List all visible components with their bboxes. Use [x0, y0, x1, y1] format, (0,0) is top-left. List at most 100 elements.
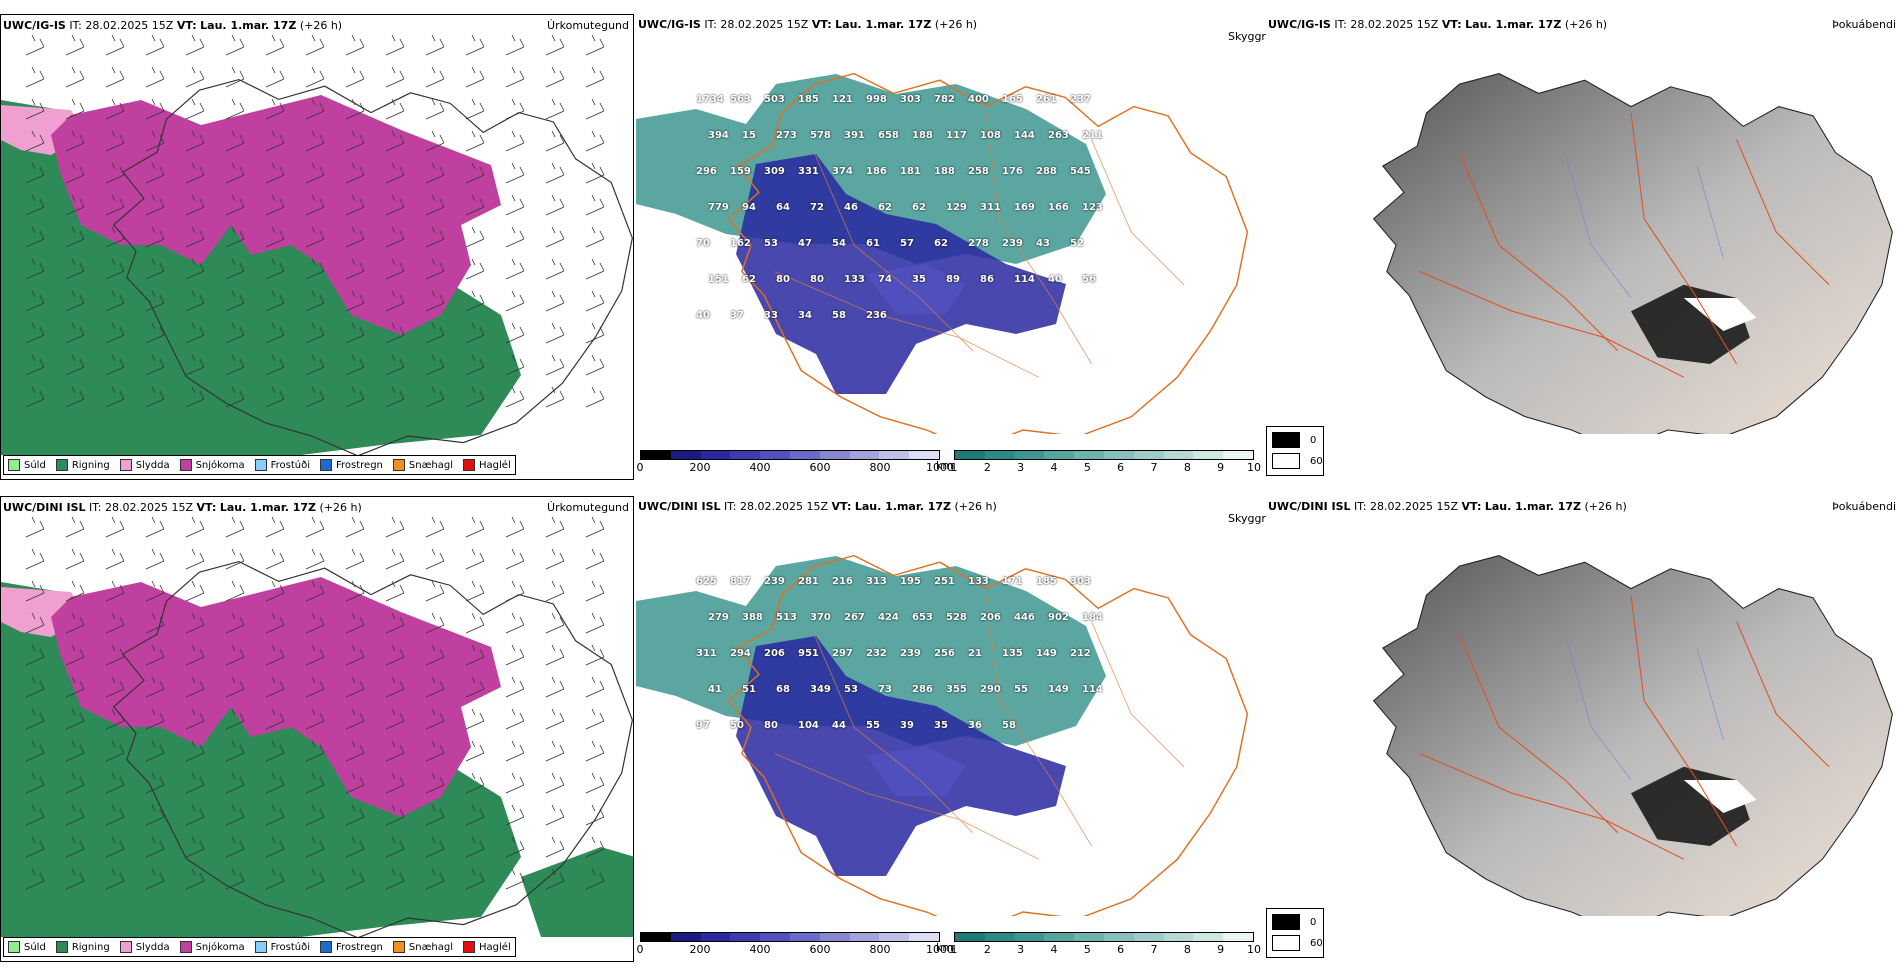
ceiling-value-label: 211	[1082, 130, 1103, 141]
wind-barb	[345, 516, 365, 538]
wind-barb	[65, 386, 85, 408]
wind-barb	[425, 836, 445, 858]
ceiling-value-label: 36	[968, 720, 982, 731]
wind-barb	[305, 258, 325, 280]
ceiling-value-label: 40	[696, 310, 710, 321]
wind-barb	[25, 676, 45, 698]
colorbar-tick-label: 4	[1050, 461, 1058, 474]
ceiling-value-label: 653	[912, 612, 933, 623]
wind-barb	[225, 644, 245, 666]
ceiling-value-label: 55	[866, 720, 880, 731]
colorbar-tick-label: 0	[636, 461, 644, 474]
precip-type-label: Úrkomutegund	[547, 19, 629, 32]
wind-barb	[465, 98, 485, 120]
colorbar-tick-label: 800	[869, 461, 891, 474]
wind-barb	[505, 676, 525, 698]
colorbar-segment	[1223, 451, 1253, 459]
wind-barb	[585, 580, 605, 602]
colorbar-segment	[1193, 451, 1224, 459]
wind-barb	[505, 386, 525, 408]
ceiling-unit: m	[636, 941, 637, 954]
fog-legend: 0 60	[1266, 908, 1324, 958]
ceiling-value-label: 73	[878, 684, 892, 695]
wind-barb	[25, 516, 45, 538]
wind-barb	[425, 258, 445, 280]
wind-barb	[265, 580, 285, 602]
ceiling-value-label: 86	[980, 274, 994, 285]
wind-barb	[65, 548, 85, 570]
wind-barb	[105, 226, 125, 248]
wind-barb	[225, 162, 245, 184]
fog-map	[1266, 14, 1900, 434]
legend-swatch	[254, 459, 267, 471]
wind-barb	[585, 130, 605, 152]
wind-barb	[225, 612, 245, 634]
wind-barb	[505, 740, 525, 762]
wind-barb	[385, 772, 405, 794]
colorbar-segment	[1163, 451, 1194, 459]
wind-barb	[185, 354, 205, 376]
wind-barb	[145, 772, 165, 794]
wind-barb	[25, 868, 45, 890]
ceiling-value-label: 779	[708, 202, 729, 213]
ceiling-value-label: 503	[764, 94, 785, 105]
wind-barb	[65, 708, 85, 730]
wind-barb	[345, 580, 365, 602]
visibility-unit: km	[936, 459, 954, 472]
wind-barb	[105, 66, 125, 88]
wind-barb	[385, 676, 405, 698]
ceiling-value-label: 43	[1036, 238, 1050, 249]
wind-barb	[465, 322, 485, 344]
wind-barb	[185, 98, 205, 120]
wind-barb	[25, 354, 45, 376]
wind-barb	[225, 772, 245, 794]
ceiling-value-label: 278	[968, 238, 989, 249]
ceiling-value-label: 273	[776, 130, 797, 141]
wind-barb	[65, 130, 85, 152]
wind-barb	[65, 290, 85, 312]
wind-barb	[345, 162, 365, 184]
wind-barb	[585, 258, 605, 280]
ceiling-value-label: 288	[1036, 166, 1057, 177]
wind-barb	[305, 644, 325, 666]
wind-barb	[385, 258, 405, 280]
ceiling-value-label: 121	[832, 94, 853, 105]
wind-barb	[545, 258, 565, 280]
wind-barb	[425, 386, 445, 408]
wind-barb	[545, 740, 565, 762]
ceiling-value-label: 297	[832, 648, 853, 659]
wind-barb	[185, 612, 205, 634]
wind-barb	[345, 322, 365, 344]
wind-barb	[225, 354, 245, 376]
wind-barb	[385, 162, 405, 184]
wind-barb	[465, 66, 485, 88]
ceiling-value-label: 311	[696, 648, 717, 659]
wind-barb	[545, 644, 565, 666]
wind-barb	[305, 130, 325, 152]
wind-barb	[185, 226, 205, 248]
ceiling-value-label: 34	[798, 310, 812, 321]
wind-barb	[25, 386, 45, 408]
precip-type-legend: Súld Rigning Slydda Snjókoma Frostúði Frostre…	[3, 937, 516, 957]
legend-item: Rigning	[55, 941, 110, 953]
ceiling-value-label: 169	[1014, 202, 1035, 213]
wind-barb	[65, 34, 85, 56]
wind-barb	[265, 34, 285, 56]
ceiling-value-label: 97	[696, 720, 710, 731]
wind-barb	[385, 290, 405, 312]
ceiling-value-label: 206	[764, 648, 785, 659]
wind-barb	[465, 34, 485, 56]
ceiling-value-label: 58	[832, 310, 846, 321]
wind-barb	[265, 676, 285, 698]
precip-type-panel: UWC/DINI ISL IT: 28.02.2025 15Z VT: Lau.…	[0, 496, 634, 962]
legend-label: Snæhagl	[408, 459, 454, 471]
wind-barb	[425, 612, 445, 634]
wind-barb	[465, 226, 485, 248]
ceiling-value-label: 123	[1082, 202, 1103, 213]
ceiling-value-label: 545	[1070, 166, 1091, 177]
wind-barb	[265, 772, 285, 794]
wind-barb	[385, 194, 405, 216]
ceiling-value-label: 388	[742, 612, 763, 623]
colorbar-tick-label: 1000	[926, 461, 954, 474]
wind-barb	[65, 194, 85, 216]
